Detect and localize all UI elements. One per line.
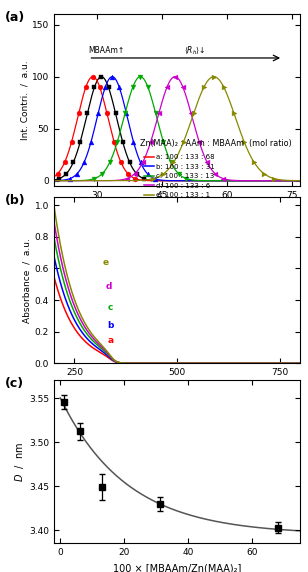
Text: (c): (c) [5, 377, 24, 390]
Text: e: e [102, 259, 108, 267]
X-axis label: 100 × [MBAAm/Zn(MAA)₂]: 100 × [MBAAm/Zn(MAA)₂] [113, 563, 241, 572]
Text: d: d [105, 282, 111, 291]
Text: Zn(MAA)₂ : AAm : MBAAm  (mol ratio): Zn(MAA)₂ : AAm : MBAAm (mol ratio) [140, 138, 292, 148]
Text: (b): (b) [5, 194, 25, 207]
Text: b: b [107, 321, 114, 331]
Text: c: c [107, 303, 113, 312]
X-axis label: $\langle R_h \rangle$  /  nm: $\langle R_h \rangle$ / nm [151, 205, 203, 219]
Y-axis label: Int. Contri.  /  a.u.: Int. Contri. / a.u. [20, 60, 29, 140]
Legend: a: 100 : 133 : 68, b: 100 : 133 : 31, c: 100 : 133 : 13, d: 100 : 133 : 6, e: 10: a: 100 : 133 : 68, b: 100 : 133 : 31, c:… [144, 154, 215, 198]
Y-axis label: Absorbance  /  a.u.: Absorbance / a.u. [23, 238, 32, 323]
Text: $\langle R_h \rangle$↓: $\langle R_h \rangle$↓ [184, 44, 205, 56]
X-axis label: Wavelength  /  nm: Wavelength / nm [132, 383, 222, 392]
Text: MBAAm↑: MBAAm↑ [88, 46, 125, 55]
Text: a: a [107, 336, 113, 345]
Y-axis label: $D$  /  nm: $D$ / nm [13, 442, 26, 482]
Text: (a): (a) [5, 11, 25, 24]
